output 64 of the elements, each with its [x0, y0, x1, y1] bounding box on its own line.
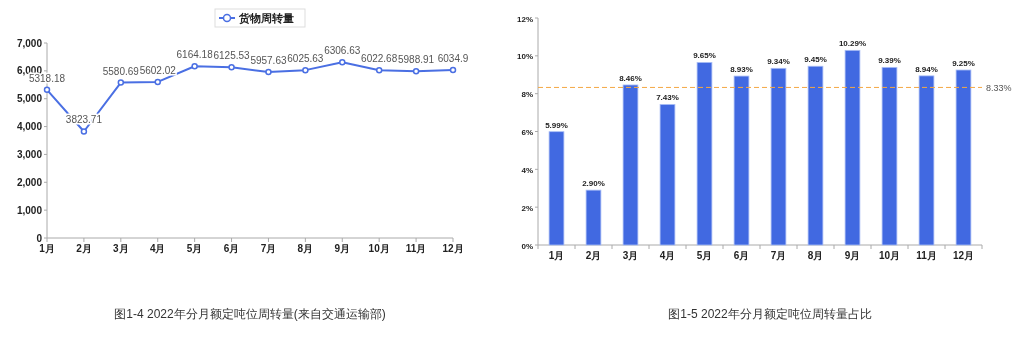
- x-tick-label: 1月: [39, 243, 55, 254]
- data-label: 8.94%: [915, 64, 938, 74]
- x-tick-label: 5月: [696, 250, 713, 261]
- x-tick-label: 8月: [297, 243, 314, 254]
- data-label: 5580.69: [102, 65, 140, 77]
- y-tick-label: 0: [36, 232, 43, 244]
- data-label: 6125.53: [213, 50, 251, 62]
- x-tick-label: 10月: [878, 250, 901, 261]
- data-label: 6025.63: [287, 53, 324, 65]
- y-tick-label: 4%: [521, 165, 533, 175]
- x-tick-label: 2月: [585, 250, 602, 261]
- data-label: 10.29%: [838, 39, 867, 49]
- data-label: 5.99%: [545, 120, 568, 130]
- data-label: 9.25%: [952, 59, 975, 69]
- data-label: 7.43%: [656, 93, 679, 103]
- y-tick-label: 1,000: [16, 204, 43, 216]
- text: 图1-4 2022年分月额定吨位周转量(来自交通运输部): [114, 307, 386, 321]
- x-tick-label: 9月: [844, 250, 861, 261]
- data-label: 2.90%: [582, 179, 605, 189]
- y-tick-label: 5,000: [16, 93, 43, 105]
- x-tick-label: 7月: [770, 250, 787, 261]
- x-tick-label: 11月: [405, 243, 427, 254]
- y-tick-label: 2,000: [16, 176, 43, 188]
- data-label: 9.65%: [693, 51, 716, 61]
- y-tick-label: 6%: [521, 128, 533, 137]
- x-tick-label: 7月: [260, 243, 277, 254]
- data-label: 8.93%: [730, 65, 753, 75]
- legend-label: 货物周转量: [238, 12, 294, 25]
- data-label: 6022.68: [361, 53, 398, 65]
- y-tick-label: 8%: [521, 90, 533, 100]
- x-tick-label: 11月: [916, 250, 937, 261]
- data-label: 9.39%: [878, 56, 901, 66]
- x-tick-label: 4月: [149, 243, 166, 254]
- x-tick-label: 5月: [186, 243, 203, 254]
- y-tick-label: 3,000: [16, 148, 43, 160]
- data-label: 5988.91: [398, 54, 435, 66]
- x-tick-label: 6月: [733, 250, 750, 261]
- x-tick-label: 3月: [622, 250, 639, 261]
- data-label: 8.46%: [619, 73, 642, 83]
- x-tick-label: 2月: [76, 243, 92, 254]
- text: 图1-5 2022年分月额定吨位周转量占比: [668, 307, 872, 321]
- x-tick-label: 9月: [334, 243, 351, 254]
- data-label: 9.34%: [767, 57, 790, 67]
- x-tick-label: 3月: [113, 243, 129, 254]
- x-tick-label: 1月: [548, 250, 565, 261]
- x-tick-label: 12月: [952, 250, 975, 261]
- x-tick-label: 8月: [807, 250, 824, 261]
- data-label: 6034.9: [437, 52, 469, 64]
- data-label: 6306.63: [324, 45, 361, 57]
- data-label: 5602.02: [139, 64, 177, 76]
- ref-line-label: 8.33%: [986, 82, 1012, 93]
- y-tick-label: 12%: [516, 14, 533, 24]
- y-tick-label: 10%: [516, 52, 533, 62]
- y-tick-label: 2%: [521, 203, 533, 213]
- x-tick-label: 4月: [659, 250, 676, 261]
- y-tick-label: 7,000: [16, 37, 43, 49]
- data-label: 9.45%: [804, 55, 827, 65]
- y-tick-label: 0%: [521, 241, 533, 251]
- data-label: 6164.18: [176, 49, 214, 61]
- data-label: 5957.63: [250, 55, 287, 67]
- y-tick-label: 4,000: [16, 121, 43, 133]
- x-tick-label: 12月: [442, 243, 464, 254]
- x-tick-label: 6月: [223, 243, 240, 254]
- x-tick-label: 10月: [368, 243, 390, 254]
